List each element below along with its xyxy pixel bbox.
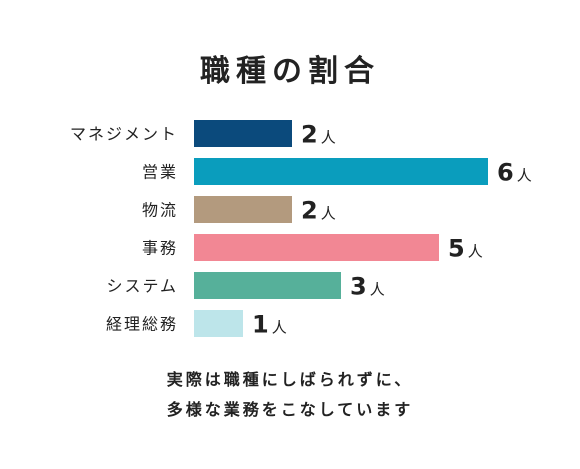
bar: [194, 234, 439, 261]
category-label: 営業: [142, 163, 178, 182]
category-label: システム: [106, 277, 178, 296]
chart-title: 職種の割合: [200, 54, 380, 89]
bar: [194, 310, 243, 337]
bar: [194, 120, 292, 147]
category-label: 物流: [142, 201, 178, 220]
bar: [194, 196, 292, 223]
bar: [194, 158, 488, 185]
caption-line-2: 多様な業務をこなしています: [166, 400, 414, 419]
caption-line-1: 実際は職種にしばられずに、: [166, 370, 414, 389]
category-label: 経理総務: [106, 315, 178, 334]
bar: [194, 272, 341, 299]
category-label: マネジメント: [70, 125, 178, 144]
category-label: 事務: [142, 239, 178, 258]
